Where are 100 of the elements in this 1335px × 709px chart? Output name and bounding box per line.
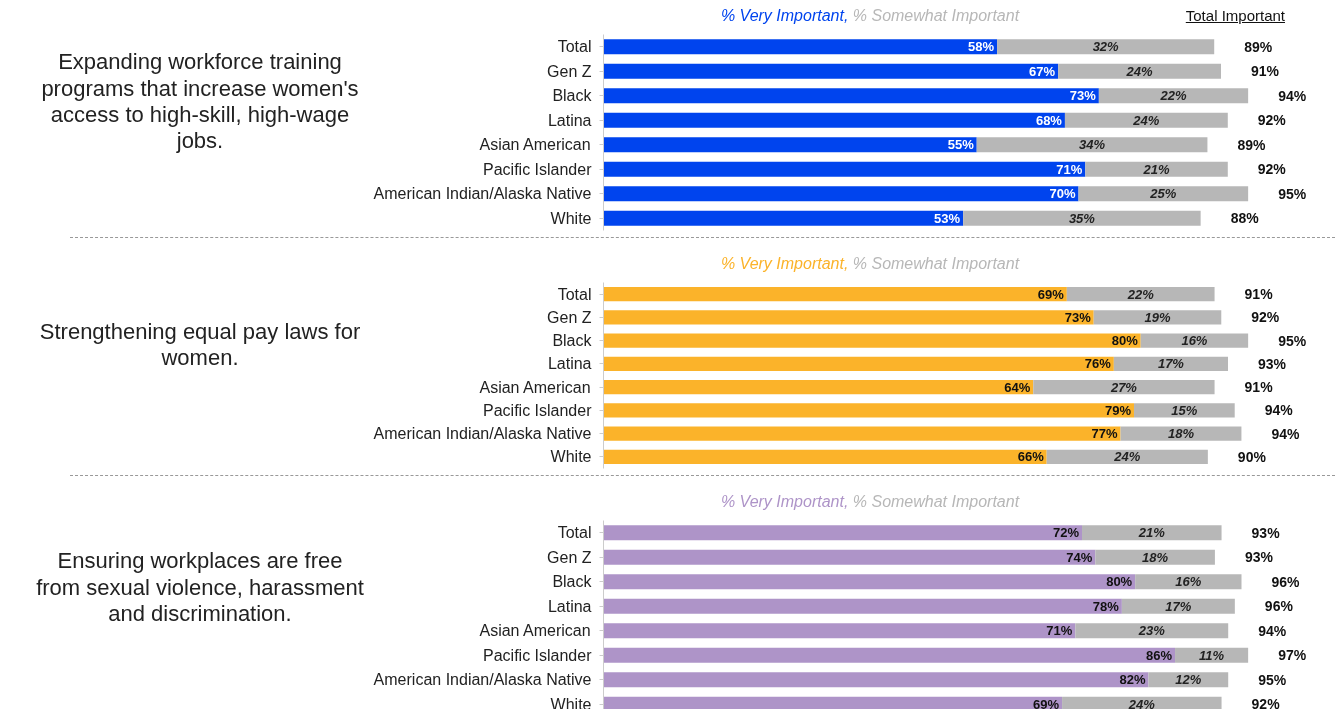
bar — [1058, 63, 1221, 79]
data-label: 82% — [1119, 672, 1146, 688]
total-label: 97% — [1278, 647, 1307, 664]
data-label: 53% — [934, 210, 961, 226]
y-tick-label: American Indian/Alaska Native — [373, 185, 592, 203]
data-label: 32% — [1092, 39, 1120, 55]
total-label: 93% — [1258, 355, 1287, 372]
data-label: 25% — [1149, 186, 1177, 202]
data-label: 66% — [1017, 449, 1045, 465]
data-label: 15% — [1171, 402, 1198, 418]
bar — [603, 574, 1136, 590]
y-tick-label: Black — [552, 332, 593, 350]
data-label: 71% — [1056, 161, 1083, 177]
data-label: 21% — [1142, 161, 1170, 177]
bar — [603, 356, 1114, 372]
data-label: 24% — [1125, 63, 1154, 79]
data-label: 68% — [1035, 112, 1063, 128]
data-label: 35% — [1068, 210, 1096, 226]
series-label: % Very Important, — [720, 493, 849, 510]
data-label: 16% — [1175, 574, 1202, 590]
total-label: 92% — [1251, 696, 1281, 709]
y-tick-label: Asian American — [479, 622, 591, 640]
data-label: 80% — [1106, 574, 1133, 590]
total-label: 92% — [1251, 309, 1280, 326]
y-tick-label: Gen Z — [547, 308, 592, 326]
total-label: 94% — [1278, 87, 1307, 104]
data-label: 23% — [1137, 623, 1166, 639]
data-label: 17% — [1157, 356, 1185, 372]
bar — [1121, 598, 1235, 614]
data-label: 76% — [1084, 356, 1112, 372]
data-label: 18% — [1142, 549, 1169, 565]
y-tick-label: Gen Z — [547, 62, 592, 80]
y-tick-label: Gen Z — [547, 548, 592, 566]
bar — [603, 623, 1076, 639]
data-label: 78% — [1092, 598, 1120, 614]
total-label: 93% — [1244, 549, 1274, 566]
text: Expanding workforce training programs that increase women's access to high-skill, high-wage jobs. — [40, 49, 360, 155]
data-label: 73% — [1069, 88, 1097, 104]
total-label: 94% — [1264, 402, 1294, 419]
bar — [603, 403, 1134, 418]
bar — [603, 379, 1034, 395]
text: Strengthening equal pay laws for women. — [38, 318, 362, 372]
bar — [976, 137, 1208, 153]
y-tick-label: Total — [557, 285, 592, 303]
data-label: 24% — [1127, 696, 1156, 709]
y-tick-label: White — [550, 209, 592, 227]
bar — [1064, 112, 1228, 128]
data-label: 12% — [1175, 672, 1202, 688]
series-label: % Very Important, — [720, 7, 849, 24]
data-label: 16% — [1181, 333, 1208, 349]
bar — [1033, 379, 1215, 395]
series-label: % Very Important, — [720, 255, 849, 272]
total-label: 96% — [1264, 598, 1294, 615]
bar — [603, 449, 1047, 465]
total-label: 95% — [1278, 332, 1307, 349]
data-label: 22% — [1159, 88, 1187, 104]
total-label: 90% — [1237, 448, 1267, 465]
y-tick-label: Pacific Islander — [483, 646, 593, 664]
data-label: 73% — [1064, 309, 1092, 325]
total-label: 94% — [1271, 425, 1300, 442]
bar — [603, 525, 1082, 541]
y-tick-label: Total — [557, 38, 592, 56]
data-label: 86% — [1146, 647, 1173, 663]
bar — [603, 286, 1067, 302]
bar — [603, 137, 977, 153]
bar — [603, 88, 1099, 104]
y-tick-label: Latina — [547, 597, 592, 615]
y-tick-label: American Indian/Alaska Native — [373, 671, 592, 689]
data-label: 21% — [1137, 525, 1166, 541]
bar — [1093, 310, 1222, 325]
total-label: 94% — [1258, 622, 1287, 639]
data-label: 64% — [1004, 379, 1031, 395]
bar — [1133, 403, 1235, 418]
bar — [1078, 186, 1249, 202]
bar — [963, 210, 1201, 226]
bar — [1098, 88, 1249, 104]
y-tick-label: White — [550, 695, 592, 709]
y-tick-label: Total — [557, 524, 592, 542]
data-label: 34% — [1079, 137, 1106, 153]
bar — [1082, 525, 1222, 541]
data-label: 67% — [1029, 63, 1056, 79]
total-label: 95% — [1258, 671, 1287, 688]
y-tick-label: Black — [552, 573, 593, 591]
total-label: 91% — [1251, 63, 1280, 80]
y-tick-label: Pacific Islander — [483, 160, 593, 178]
bar — [1095, 549, 1215, 565]
total-label: 95% — [1278, 185, 1307, 202]
bar — [603, 112, 1065, 128]
bar — [603, 310, 1094, 325]
data-label: 70% — [1049, 186, 1076, 202]
total-label: 92% — [1257, 161, 1287, 178]
data-label: 80% — [1111, 333, 1139, 349]
bar — [603, 333, 1141, 348]
total-label: 93% — [1251, 524, 1281, 541]
bar — [603, 63, 1059, 79]
bar — [603, 598, 1122, 614]
data-label: 77% — [1091, 426, 1118, 442]
text: % Somewhat Important — [852, 255, 1020, 272]
data-label: 17% — [1165, 598, 1192, 614]
bar — [997, 39, 1215, 55]
